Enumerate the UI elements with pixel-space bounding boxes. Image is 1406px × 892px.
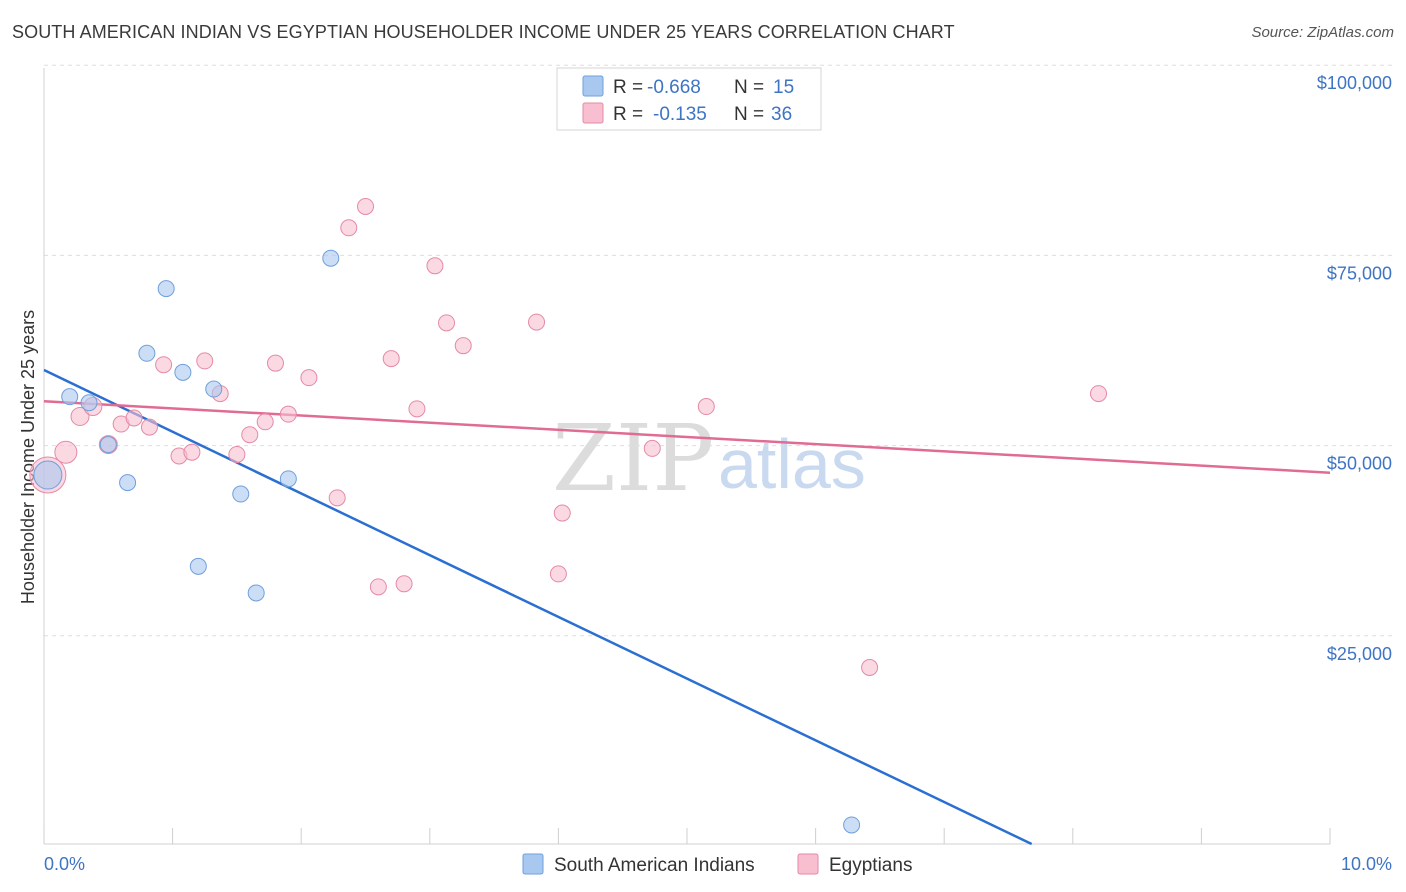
point-south-american-indians bbox=[322, 249, 340, 267]
point-south-american-indians bbox=[157, 280, 175, 298]
point-egyptians bbox=[382, 350, 400, 368]
legend-n-label: N = bbox=[734, 77, 764, 98]
series-legend: South American Indians Egyptians bbox=[522, 853, 912, 876]
point-egyptians bbox=[697, 398, 715, 416]
point-egyptians bbox=[408, 400, 426, 418]
point-egyptians bbox=[54, 440, 78, 464]
x-tick-label: 0.0% bbox=[44, 854, 85, 874]
legend-swatch-south-american-indians bbox=[582, 75, 604, 97]
point-egyptians bbox=[643, 439, 661, 457]
chart-title: SOUTH AMERICAN INDIAN VS EGYPTIAN HOUSEH… bbox=[12, 22, 955, 42]
legend-r-label: R = bbox=[613, 77, 643, 98]
watermark-zip: ZIP bbox=[552, 405, 714, 512]
point-egyptians bbox=[438, 314, 456, 332]
gridlines bbox=[44, 64, 1392, 637]
point-south-american-indians bbox=[843, 816, 861, 834]
bottom-legend-label: Egyptians bbox=[829, 855, 912, 876]
trend-lines bbox=[43, 368, 1331, 846]
point-south-american-indians bbox=[189, 557, 207, 575]
y-tick-label: $50,000 bbox=[1327, 454, 1392, 474]
point-south-american-indians bbox=[279, 470, 297, 488]
point-egyptians bbox=[228, 445, 246, 463]
point-south-american-indians bbox=[174, 363, 192, 381]
x-tick-label: 10.0% bbox=[1341, 854, 1392, 874]
trend-line-south-american-indians bbox=[43, 368, 1033, 846]
point-south-american-indians bbox=[61, 388, 79, 406]
point-south-american-indians bbox=[99, 436, 117, 454]
point-south-american-indians bbox=[247, 584, 265, 602]
legend-n-label: N = bbox=[734, 104, 764, 125]
point-egyptians bbox=[266, 354, 284, 372]
point-egyptians bbox=[357, 197, 374, 215]
y-tick-label: $25,000 bbox=[1327, 644, 1392, 664]
point-egyptians bbox=[528, 313, 546, 331]
x-axis-tick-labels: 0.0% 10.0% bbox=[44, 854, 1392, 874]
y-axis-label: Householder Income Under 25 years bbox=[18, 310, 38, 604]
point-egyptians bbox=[70, 406, 90, 426]
point-egyptians bbox=[549, 565, 567, 583]
point-egyptians bbox=[196, 352, 214, 370]
point-egyptians bbox=[155, 356, 173, 374]
watermark-atlas: atlas bbox=[718, 425, 866, 503]
point-egyptians bbox=[241, 426, 259, 444]
point-egyptians bbox=[426, 257, 444, 275]
point-egyptians bbox=[454, 337, 472, 355]
trend-line-egyptians bbox=[43, 399, 1331, 474]
point-egyptians bbox=[1090, 385, 1108, 403]
data-points bbox=[29, 197, 1108, 834]
point-egyptians bbox=[256, 413, 274, 431]
point-south-american-indians bbox=[33, 460, 63, 490]
stats-legend: R = -0.668 N = 15 R = -0.135 N = 36 bbox=[556, 67, 822, 131]
bottom-legend-swatch-egyptians bbox=[797, 853, 819, 875]
point-egyptians bbox=[140, 418, 158, 436]
legend-n-value: 15 bbox=[773, 77, 794, 98]
legend-r-label: R = bbox=[613, 104, 643, 125]
point-south-american-indians bbox=[119, 474, 137, 492]
y-tick-label: $100,000 bbox=[1317, 73, 1392, 93]
source-label: Source: ZipAtlas.com bbox=[1251, 24, 1394, 41]
point-south-american-indians bbox=[232, 485, 250, 503]
point-egyptians bbox=[328, 489, 346, 507]
legend-r-value: -0.135 bbox=[653, 104, 707, 125]
point-egyptians bbox=[395, 575, 413, 593]
point-egyptians bbox=[369, 578, 387, 596]
y-tick-label: $75,000 bbox=[1327, 263, 1392, 283]
point-south-american-indians bbox=[138, 344, 156, 362]
point-egyptians bbox=[183, 443, 201, 461]
legend-n-value: 36 bbox=[771, 104, 792, 125]
x-axis-ticks bbox=[43, 828, 1331, 844]
point-egyptians bbox=[279, 405, 297, 423]
point-egyptians bbox=[340, 219, 358, 237]
point-south-american-indians bbox=[80, 394, 98, 412]
y-axis-tick-labels: $25,000 $50,000 $75,000 $100,000 bbox=[1317, 73, 1392, 664]
point-egyptians bbox=[861, 658, 879, 676]
point-south-american-indians bbox=[205, 380, 223, 398]
point-egyptians bbox=[300, 369, 318, 387]
legend-swatch-egyptians bbox=[582, 102, 604, 124]
bottom-legend-swatch-south-american-indians bbox=[522, 853, 544, 875]
point-egyptians bbox=[553, 504, 571, 522]
legend-r-value: -0.668 bbox=[647, 77, 701, 98]
bottom-legend-label: South American Indians bbox=[554, 855, 755, 876]
point-egyptians bbox=[125, 409, 143, 427]
